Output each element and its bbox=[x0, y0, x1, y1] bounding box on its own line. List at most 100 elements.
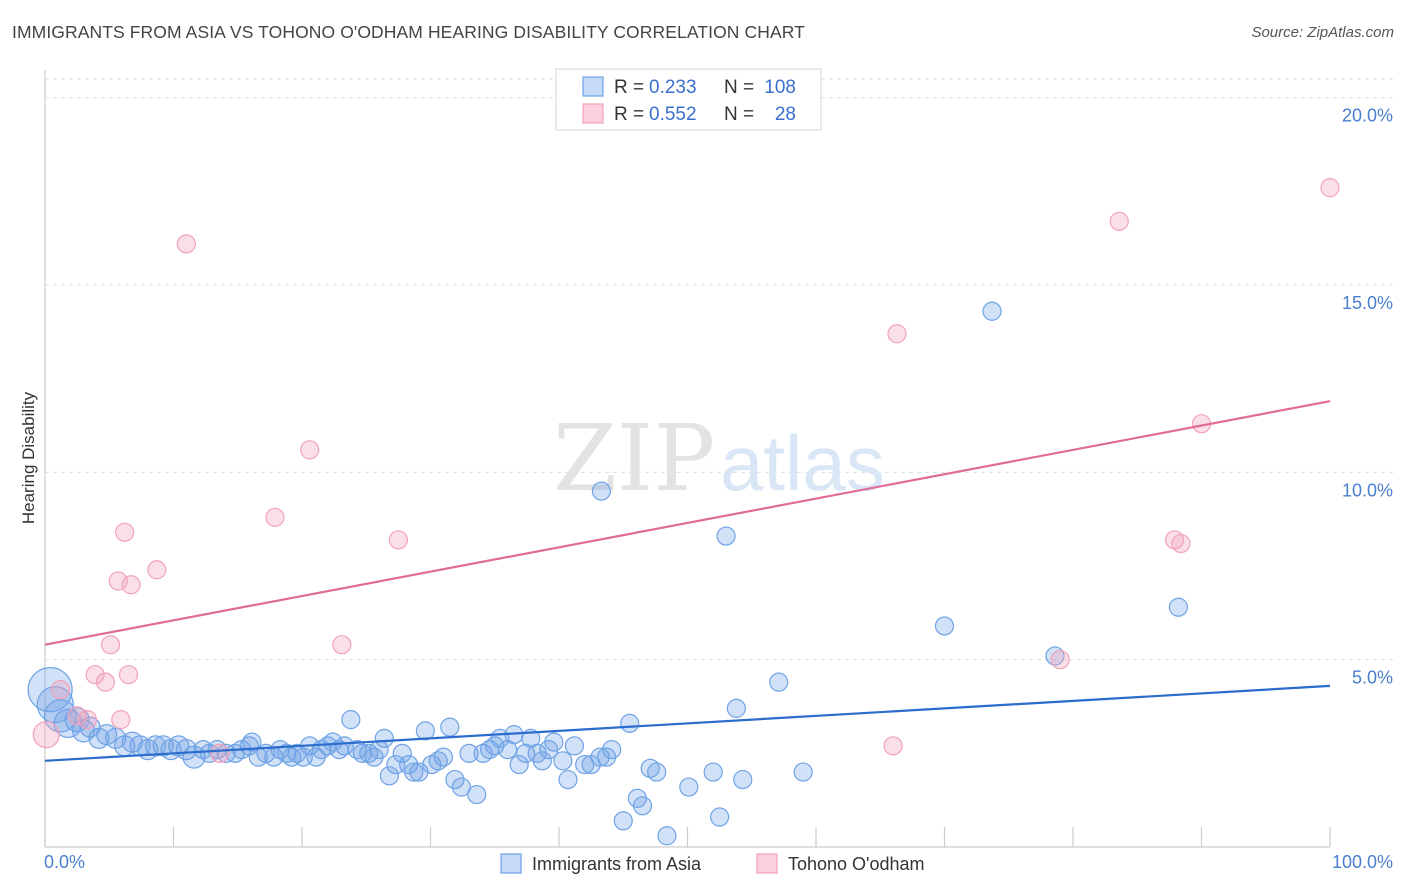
bottom-legend-swatch-pink bbox=[756, 853, 778, 874]
scatter-point bbox=[647, 762, 667, 782]
scatter-point bbox=[887, 324, 907, 344]
scatter-point bbox=[575, 754, 595, 775]
scatter-point bbox=[64, 707, 90, 733]
scatter-point bbox=[440, 717, 460, 737]
y-axis-label: Hearing Disability bbox=[19, 391, 38, 524]
bottom-legend-label-pink: Tohono O'odham bbox=[788, 854, 925, 874]
scatter-point bbox=[509, 754, 529, 775]
bottom-legend: Immigrants from Asia Tohono O'odham bbox=[500, 853, 925, 874]
legend-n-label-pink: N = bbox=[724, 104, 754, 125]
scatter-point bbox=[703, 762, 723, 782]
scatter-point bbox=[716, 526, 736, 546]
trend-line bbox=[44, 684, 1331, 762]
scatter-point bbox=[115, 522, 135, 542]
scatter-point bbox=[347, 739, 367, 760]
scatter-point bbox=[602, 739, 622, 760]
scatter-point bbox=[1109, 211, 1129, 231]
y-tick-labels: 5.0% 10.0% 15.0% 20.0% bbox=[1342, 106, 1393, 688]
scatter-point bbox=[105, 727, 127, 749]
scatter-point bbox=[726, 698, 746, 718]
scatter-point bbox=[515, 743, 536, 763]
legend-r-label-blue: R = bbox=[614, 77, 644, 98]
scatter-point bbox=[43, 699, 78, 733]
scatter-point bbox=[300, 440, 320, 460]
scatter-point bbox=[590, 747, 610, 767]
scatter-point bbox=[467, 784, 487, 805]
trend-lines bbox=[44, 400, 1331, 762]
scatter-point bbox=[323, 732, 343, 752]
legend-n-value-pink: 28 bbox=[775, 104, 796, 125]
scatter-point bbox=[532, 751, 552, 771]
scatter-point bbox=[679, 777, 699, 797]
scatter-point bbox=[332, 635, 352, 655]
scatter-point bbox=[428, 751, 448, 771]
scatter-point bbox=[553, 751, 573, 771]
scatter-point bbox=[415, 721, 435, 741]
scatter-point bbox=[282, 747, 302, 767]
scatter-point bbox=[1168, 597, 1188, 617]
bottom-legend-swatch-blue bbox=[500, 853, 522, 874]
legend-n-label-blue: N = bbox=[724, 77, 754, 98]
scatter-point bbox=[459, 743, 479, 763]
legend-box: R = 0.233 N = 108 R = 0.552 N = 28 bbox=[555, 68, 822, 131]
scatter-point bbox=[100, 635, 121, 655]
legend-r-label-pink: R = bbox=[614, 104, 644, 125]
scatter-point bbox=[121, 575, 141, 595]
scatter-point bbox=[558, 769, 578, 790]
scatter-point bbox=[591, 481, 612, 501]
scatter-point bbox=[769, 672, 789, 692]
scatter-point bbox=[67, 706, 87, 726]
scatter-point bbox=[95, 672, 115, 692]
scatter-point bbox=[374, 728, 394, 748]
scatter-point bbox=[883, 736, 903, 756]
y-tick-label: 15.0% bbox=[1342, 293, 1393, 313]
scatter-point bbox=[27, 667, 73, 713]
scatter-point bbox=[1171, 533, 1191, 554]
scatter-point bbox=[1045, 646, 1065, 666]
chart-title: IMMIGRANTS FROM ASIA VS TOHONO O'ODHAM H… bbox=[12, 22, 805, 42]
scatter-point bbox=[544, 732, 564, 752]
scatter-point bbox=[36, 686, 74, 724]
scatter-point bbox=[613, 811, 633, 831]
scatter-point bbox=[147, 560, 167, 580]
scatter-point bbox=[32, 721, 60, 749]
source-label: Source: ZipAtlas.com bbox=[1251, 24, 1394, 41]
scatter-point bbox=[265, 507, 285, 527]
legend-swatch-blue bbox=[582, 76, 604, 97]
y-tick-label: 10.0% bbox=[1342, 480, 1393, 500]
scatter-point bbox=[77, 710, 98, 730]
x-tick-label-max: 100.0% bbox=[1332, 852, 1393, 872]
scatter-point bbox=[176, 234, 196, 254]
scatter-point bbox=[793, 762, 813, 782]
scatter-point bbox=[632, 796, 653, 816]
series-immigrants-from-asia bbox=[27, 301, 1188, 846]
watermark-atlas: atlas bbox=[720, 419, 885, 507]
scatter-point bbox=[657, 826, 677, 846]
scatter-point bbox=[564, 736, 585, 756]
scatter-point bbox=[379, 766, 399, 786]
scatter-point bbox=[433, 747, 453, 767]
bottom-legend-label-blue: Immigrants from Asia bbox=[532, 854, 702, 874]
grid-lines bbox=[45, 78, 1393, 661]
x-tick-marks bbox=[44, 827, 1331, 847]
scatter-point bbox=[1320, 178, 1340, 198]
legend-r-value-blue: 0.233 bbox=[649, 77, 697, 98]
scatter-point bbox=[404, 762, 424, 782]
scatter-point bbox=[451, 777, 471, 797]
legend-r-value-pink: 0.552 bbox=[649, 104, 697, 125]
scatter-point bbox=[445, 769, 465, 790]
scatter-point bbox=[392, 743, 412, 763]
scatter-point bbox=[982, 301, 1002, 321]
y-tick-label: 5.0% bbox=[1352, 668, 1393, 688]
legend-n-value-blue: 108 bbox=[764, 77, 796, 98]
scatter-point bbox=[388, 530, 408, 550]
scatter-point bbox=[118, 665, 139, 685]
scatter-point bbox=[341, 710, 361, 730]
scatter-point bbox=[1050, 650, 1070, 670]
scatter-point bbox=[334, 736, 355, 756]
scatter-point bbox=[111, 710, 131, 730]
trend-line bbox=[44, 400, 1331, 646]
scatter-point bbox=[620, 713, 640, 733]
watermark-zip: ZIP bbox=[553, 405, 715, 512]
